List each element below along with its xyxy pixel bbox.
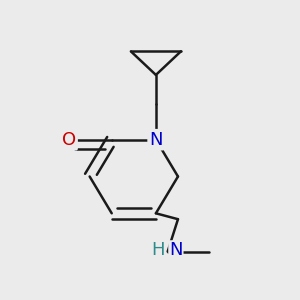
Text: H: H bbox=[151, 241, 165, 259]
Text: O: O bbox=[62, 131, 76, 149]
Text: N: N bbox=[169, 241, 183, 259]
Text: N: N bbox=[149, 131, 163, 149]
